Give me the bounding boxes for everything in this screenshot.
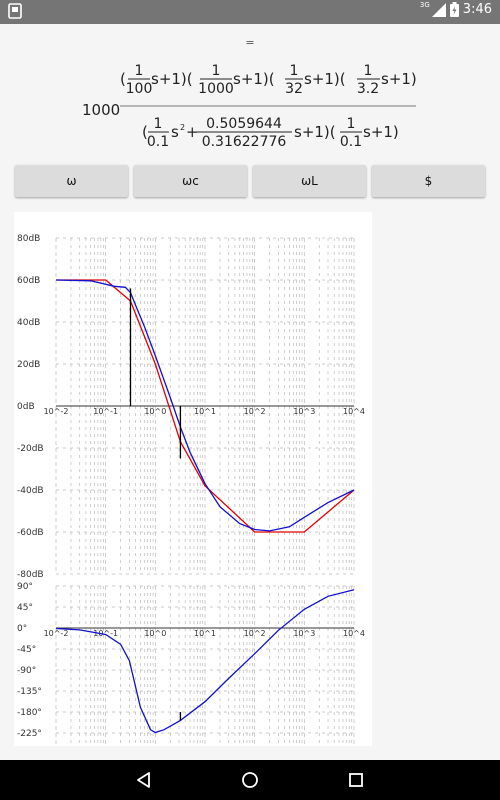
svg-text:s+1)(: s+1)(	[294, 123, 336, 141]
signal-icon	[431, 2, 446, 17]
svg-text:1: 1	[347, 116, 356, 132]
omega-button[interactable]: ω	[15, 165, 128, 197]
svg-text:+: +	[186, 123, 199, 141]
recents-icon[interactable]	[346, 770, 366, 790]
dollar-button[interactable]: $	[372, 165, 485, 197]
phase-x-tick-label: 10^-1	[93, 629, 118, 638]
svg-text:0.1: 0.1	[340, 134, 362, 150]
mag-y-tick-label: 60dB	[17, 276, 40, 286]
mag-y-tick-label: -80dB	[17, 570, 44, 580]
svg-text:1: 1	[364, 63, 373, 79]
svg-text:3.2: 3.2	[357, 81, 379, 97]
svg-text:1: 1	[135, 63, 144, 79]
network-type: 3G	[419, 0, 430, 9]
mag-series-exact-magnitude	[55, 279, 355, 532]
main-content: = 1000 ( 1 100 s+1)( 1 1000 s+1)( 1 32 s…	[0, 24, 500, 760]
bode-plot-panel: 80dB 60dB 40dB 20dB 0dB -20dB -40dB -60dB -80dB 1…	[14, 212, 372, 760]
back-icon[interactable]	[134, 770, 154, 790]
svg-text:s: s	[171, 123, 179, 141]
svg-text:(: (	[142, 123, 148, 141]
svg-text:1: 1	[290, 63, 299, 79]
phase-y-tick-label: -225°	[17, 729, 42, 739]
svg-text:2: 2	[180, 123, 185, 132]
svg-text:0.1: 0.1	[147, 134, 169, 150]
svg-text:s+1): s+1)	[363, 123, 399, 141]
svg-text:s+1)(: s+1)(	[233, 70, 275, 88]
mag-x-tick-label: 10^2	[244, 407, 266, 416]
phase-y-tick-label: -45°	[17, 645, 36, 655]
omega-l-button[interactable]: ωL	[253, 165, 366, 197]
svg-text:s+1)(: s+1)(	[304, 70, 346, 88]
navigation-bar	[0, 760, 500, 800]
phase-y-tick-label: -180°	[17, 708, 42, 718]
phase-x-tick-label: 10^0	[144, 629, 166, 638]
notification-icon	[8, 3, 22, 19]
mag-y-tick-label: -60dB	[17, 528, 44, 538]
bode-plot: 80dB 60dB 40dB 20dB 0dB -20dB -40dB -60dB -80dB 1…	[17, 234, 365, 760]
svg-text:1: 1	[212, 63, 221, 79]
mag-x-tick-label: 10^0	[144, 407, 166, 416]
battery-icon	[449, 2, 459, 17]
status-right: 3G 3:46	[419, 0, 492, 17]
mag-y-tick-label: 0dB	[17, 402, 35, 412]
svg-text:s+1)(: s+1)(	[151, 70, 193, 88]
mag-x-tick-label: 10^4	[343, 407, 365, 416]
home-icon[interactable]	[240, 770, 260, 790]
svg-text:s+1): s+1)	[381, 70, 417, 88]
svg-text:0.5059644: 0.5059644	[206, 116, 282, 132]
phase-y-tick-label: 45°	[17, 603, 33, 613]
svg-text:100: 100	[126, 81, 153, 97]
phase-y-tick-label: 90°	[17, 582, 33, 592]
svg-text:(: (	[120, 70, 126, 88]
phase-x-tick-label: 10^4	[343, 629, 365, 638]
mag-y-tick-label: -40dB	[17, 486, 44, 496]
mag-y-tick-label: 80dB	[17, 234, 40, 244]
phase-y-tick-label: 0°	[17, 624, 27, 634]
mag-y-tick-label: 40dB	[17, 318, 40, 328]
button-toolbar: ω ωc ωL $	[15, 165, 485, 197]
status-bar: 3G 3:46	[0, 0, 500, 24]
equation-header: =	[245, 36, 255, 49]
phase-series-exact-phase	[55, 589, 355, 734]
mag-x-tick-label: 10^-2	[44, 407, 69, 416]
mag-y-tick-label: -20dB	[17, 444, 44, 454]
mag-x-tick-label: 10^3	[293, 407, 315, 416]
phase-x-tick-label: 10^2	[244, 629, 266, 638]
phase-y-tick-label: -135°	[17, 687, 42, 697]
mag-x-tick-label: 10^-1	[93, 407, 118, 416]
phase-x-tick-label: 10^-2	[44, 629, 69, 638]
omega-c-button[interactable]: ωc	[134, 165, 247, 197]
clock: 3:46	[462, 2, 492, 17]
phase-x-tick-label: 10^1	[194, 629, 216, 638]
phase-x-tick-label: 10^3	[293, 629, 315, 638]
formula-gain: 1000	[82, 101, 120, 119]
svg-text:32: 32	[285, 81, 303, 97]
svg-text:0.31622776: 0.31622776	[202, 134, 287, 150]
phase-y-tick-label: -90°	[17, 666, 36, 676]
transfer-function: 1000 ( 1 100 s+1)( 1 1000 s+1)( 1 32 s+1…	[82, 63, 417, 150]
mag-y-tick-label: 20dB	[17, 360, 40, 370]
mag-x-tick-label: 10^1	[194, 407, 216, 416]
svg-text:1000: 1000	[198, 81, 234, 97]
svg-text:1: 1	[154, 116, 163, 132]
